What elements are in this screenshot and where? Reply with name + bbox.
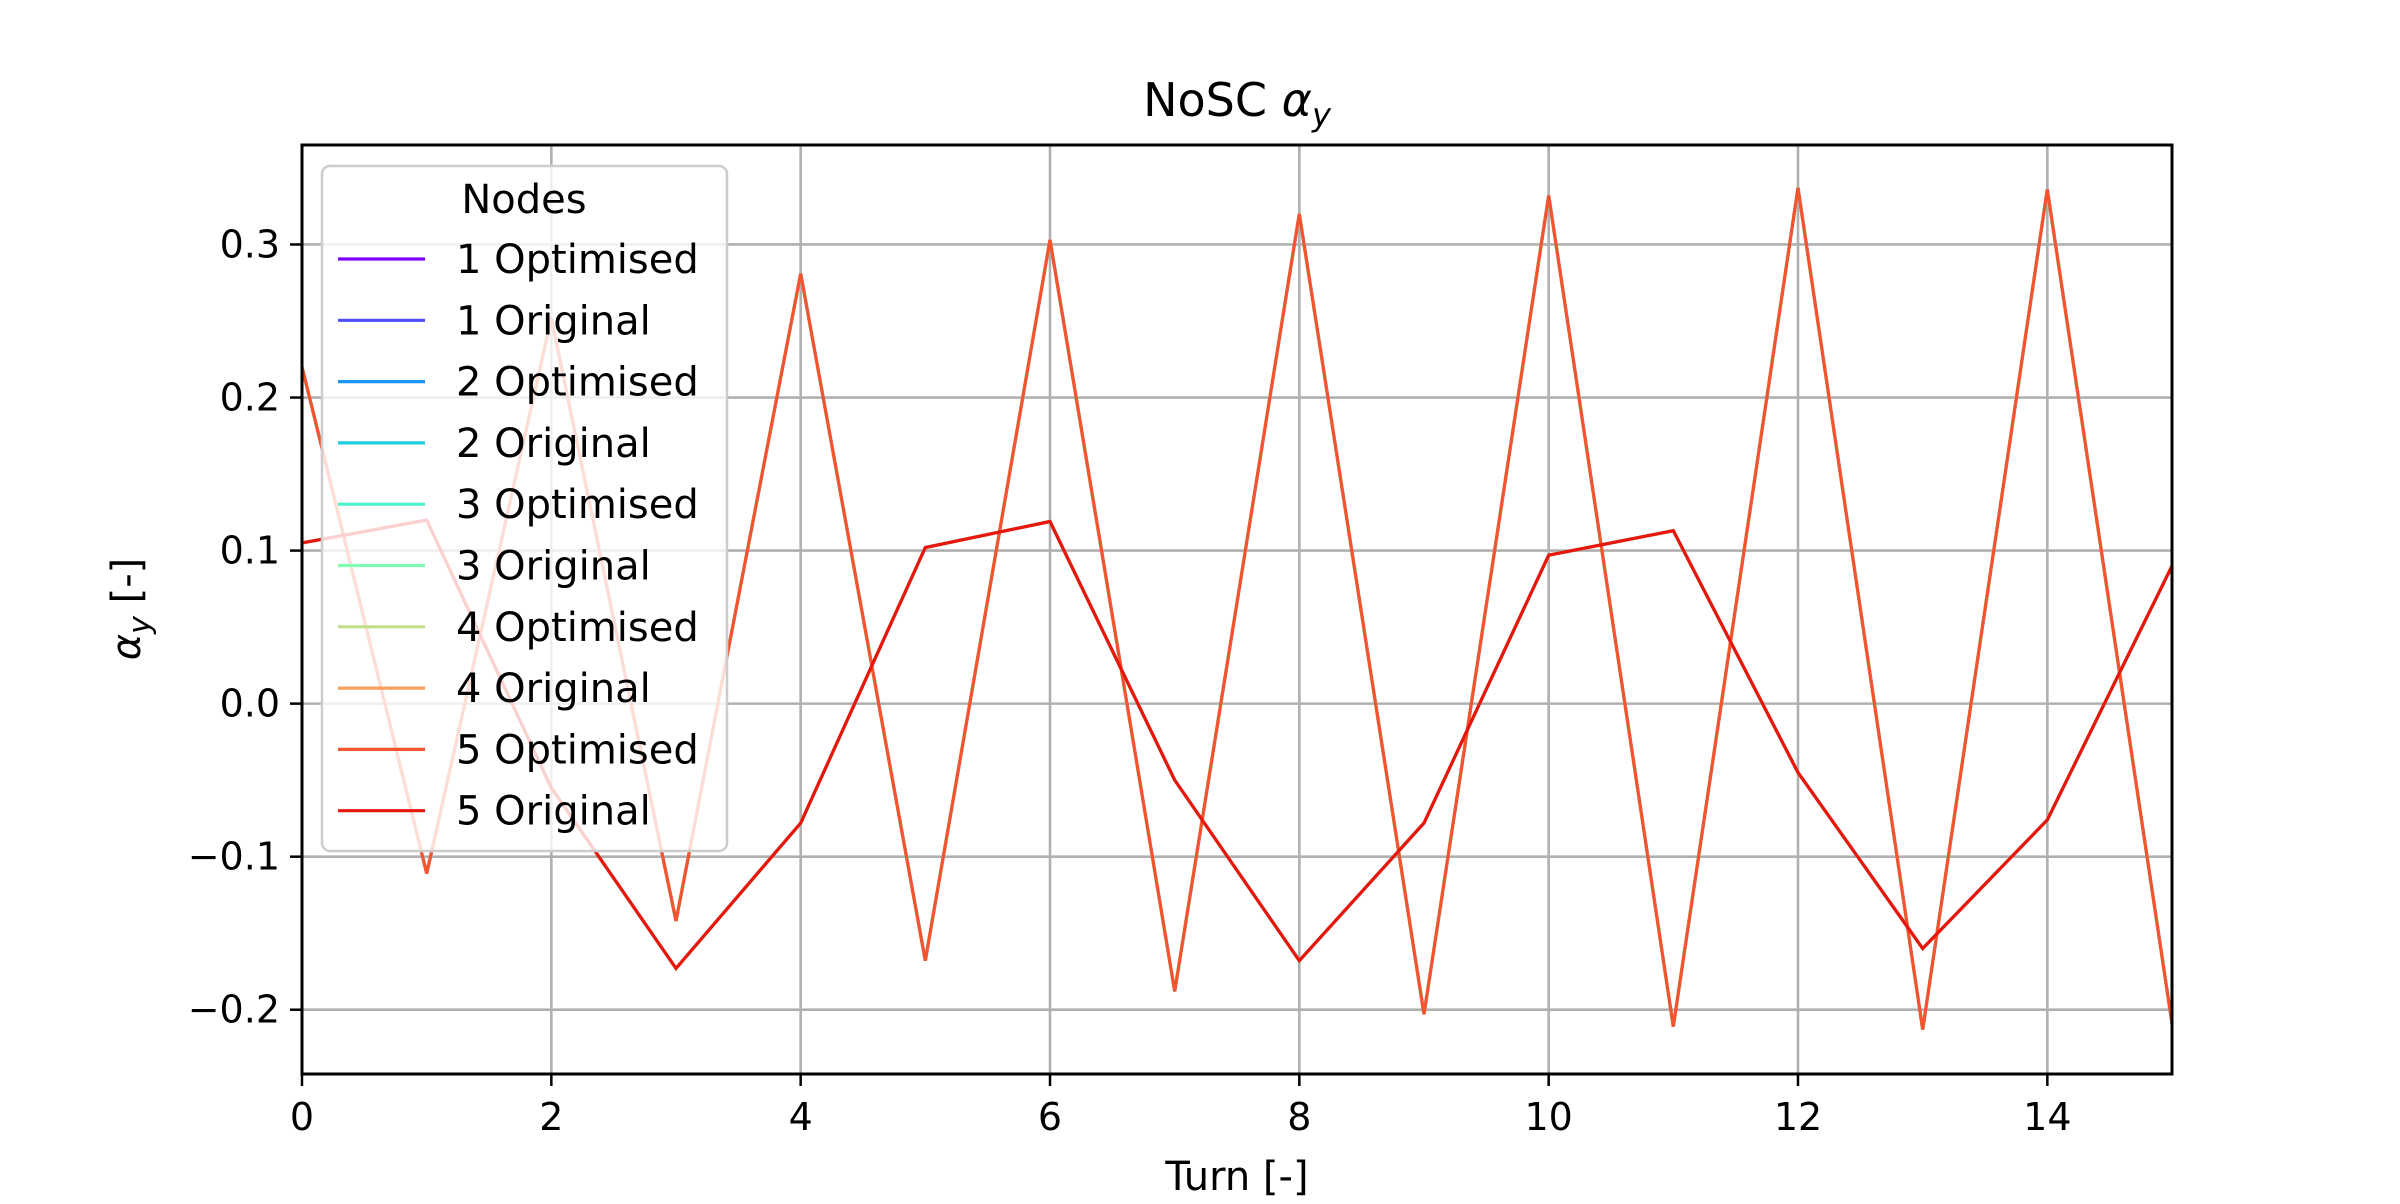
y-tick-label: −0.1 <box>188 835 280 879</box>
legend-entry-label: 2 Optimised <box>456 360 699 406</box>
legend-items: 1 Optimised 1 Original 2 Optimised 2 Origin… <box>338 237 699 835</box>
legend-entry-label: 4 Original <box>456 666 651 712</box>
plot-frame <box>300 143 2174 1076</box>
x-tick-label: 6 <box>1038 1095 1062 1139</box>
y-tick-label: 0.0 <box>220 682 280 726</box>
legend-entry-label: 4 Optimised <box>456 605 699 651</box>
x-tick-label: 12 <box>1774 1095 1822 1139</box>
chart-title-symbol: α <box>1282 73 1312 127</box>
y-tick-label: −0.2 <box>188 988 280 1032</box>
y-axis-label-unit: [-] <box>104 558 150 616</box>
legend-entry-label: 5 Optimised <box>456 727 699 773</box>
y-axis-label-subscript: y <box>123 615 158 635</box>
legend: Nodes 1 Optimised 1 Original 2 Optimised 2 … <box>320 164 729 853</box>
legend-entry-label: 5 Original <box>456 789 651 835</box>
legend-entry-label: 3 Original <box>456 544 651 590</box>
x-tick-label: 10 <box>1524 1095 1572 1139</box>
y-axis-label: αy [-] <box>104 558 158 661</box>
x-axis-label: Turn [-] <box>1164 1154 1308 1200</box>
x-tick-label: 8 <box>1287 1095 1311 1139</box>
y-tick-label: 0.3 <box>220 222 280 266</box>
chart-title: NoSC αy <box>1143 73 1332 134</box>
legend-entry-label: 2 Original <box>456 421 651 467</box>
legend-box <box>320 164 729 853</box>
series-line-10 <box>301 518 2174 972</box>
x-tick-label: 14 <box>2023 1095 2071 1139</box>
x-tick-label: 2 <box>539 1095 563 1139</box>
y-axis-label-symbol: α <box>104 634 150 660</box>
chart-title-text: NoSC <box>1143 73 1282 127</box>
y-axis-ticks: −0.2 −0.1 0.0 0.1 0.2 0.3 <box>188 222 302 1032</box>
x-tick-label: 0 <box>290 1095 314 1139</box>
x-axis-ticks: 0 2 4 6 8 10 12 14 <box>290 1074 2072 1139</box>
y-tick-label: 0.1 <box>220 529 280 573</box>
y-tick-label: 0.2 <box>220 376 280 420</box>
legend-entry-label: 1 Original <box>456 298 651 344</box>
x-tick-label: 4 <box>789 1095 813 1139</box>
chart-title-subscript: y <box>1311 96 1332 134</box>
legend-entry-label: 1 Optimised <box>456 237 699 283</box>
legend-entry-label: 3 Optimised <box>456 482 699 528</box>
legend-title: Nodes <box>461 177 586 223</box>
